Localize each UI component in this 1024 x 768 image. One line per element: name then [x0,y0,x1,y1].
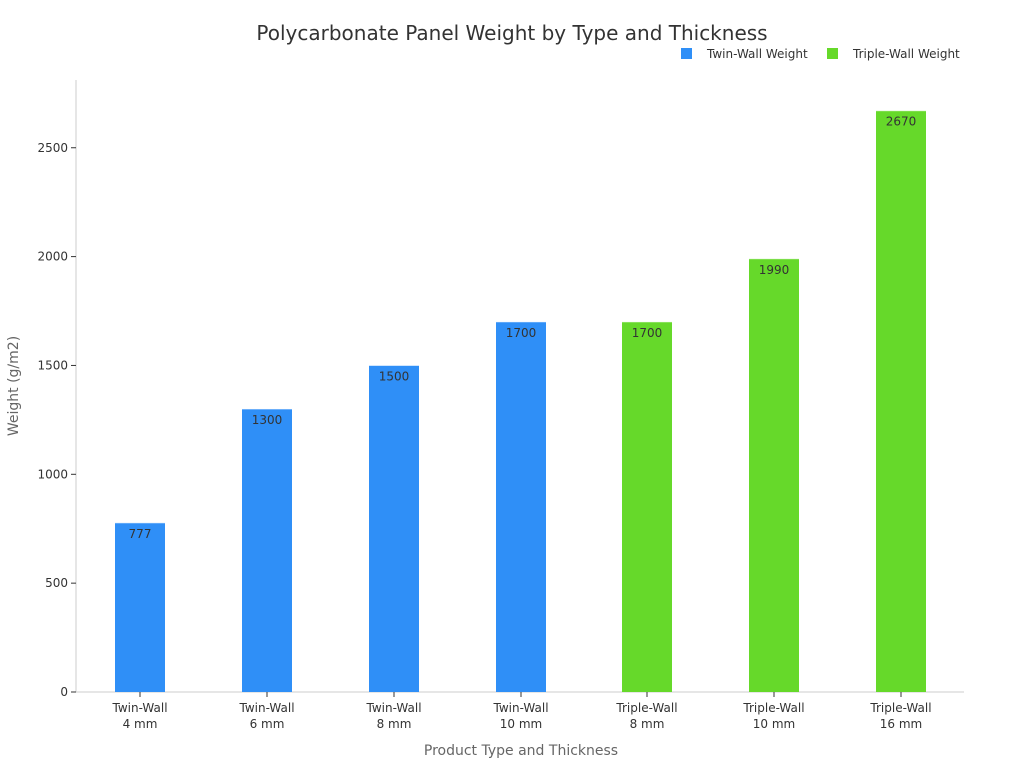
y-tick-label: 500 [45,576,68,590]
x-tick-label: Twin-Wall [238,701,294,715]
x-tick-label: 8 mm [377,717,412,731]
bar [115,522,165,692]
x-tick-label: 10 mm [753,717,795,731]
bar [622,321,672,692]
x-tick-label: Triple-Wall [615,701,677,715]
bar-value-label: 2670 [886,115,917,129]
legend-label-twin-wall: Twin-Wall Weight [706,47,808,61]
y-tick-label: 0 [60,685,68,699]
bar-value-label: 1990 [759,263,790,277]
x-tick-label: 6 mm [250,717,285,731]
x-tick-label: 10 mm [500,717,542,731]
bar-value-label: 1700 [632,326,663,340]
y-tick-label: 1000 [37,467,68,481]
y-ticks: 0 500 1000 1500 2000 2500 [37,141,76,699]
y-tick-label: 2500 [37,141,68,155]
x-tick-label: Triple-Wall [869,701,931,715]
x-tick-label: Triple-Wall [742,701,804,715]
bar-value-label: 1500 [379,369,410,383]
x-axis-title: Product Type and Thickness [424,743,618,759]
bar-value-label: 1700 [506,326,537,340]
y-tick-label: 2000 [37,250,68,264]
x-tick-label: Twin-Wall [111,701,167,715]
legend-swatch-twin-wall [681,48,692,59]
legend-swatch-triple-wall [827,48,838,59]
chart-title: Polycarbonate Panel Weight by Type and T… [256,21,767,45]
bar [749,258,799,692]
x-tick-label: Twin-Wall [492,701,548,715]
bar [496,321,546,692]
bar [369,365,419,692]
legend: Twin-Wall Weight Triple-Wall Weight [681,47,960,61]
x-ticks: Twin-Wall 4 mm Twin-Wall 6 mm Twin-Wall 8 mm T… [111,692,932,731]
bar-value-label: 1300 [252,413,283,427]
x-tick-label: Twin-Wall [365,701,421,715]
bars: 777 1300 1500 1700 1700 1990 2670 [115,110,926,693]
bar [242,408,292,692]
x-tick-label: 4 mm [123,717,158,731]
y-axis-title: Weight (g/m2) [6,336,22,436]
bar-value-label: 777 [129,527,152,541]
x-tick-label: 8 mm [630,717,665,731]
y-tick-label: 1500 [37,358,68,372]
bar [876,110,926,693]
legend-label-triple-wall: Triple-Wall Weight [852,47,960,61]
x-tick-label: 16 mm [880,717,922,731]
